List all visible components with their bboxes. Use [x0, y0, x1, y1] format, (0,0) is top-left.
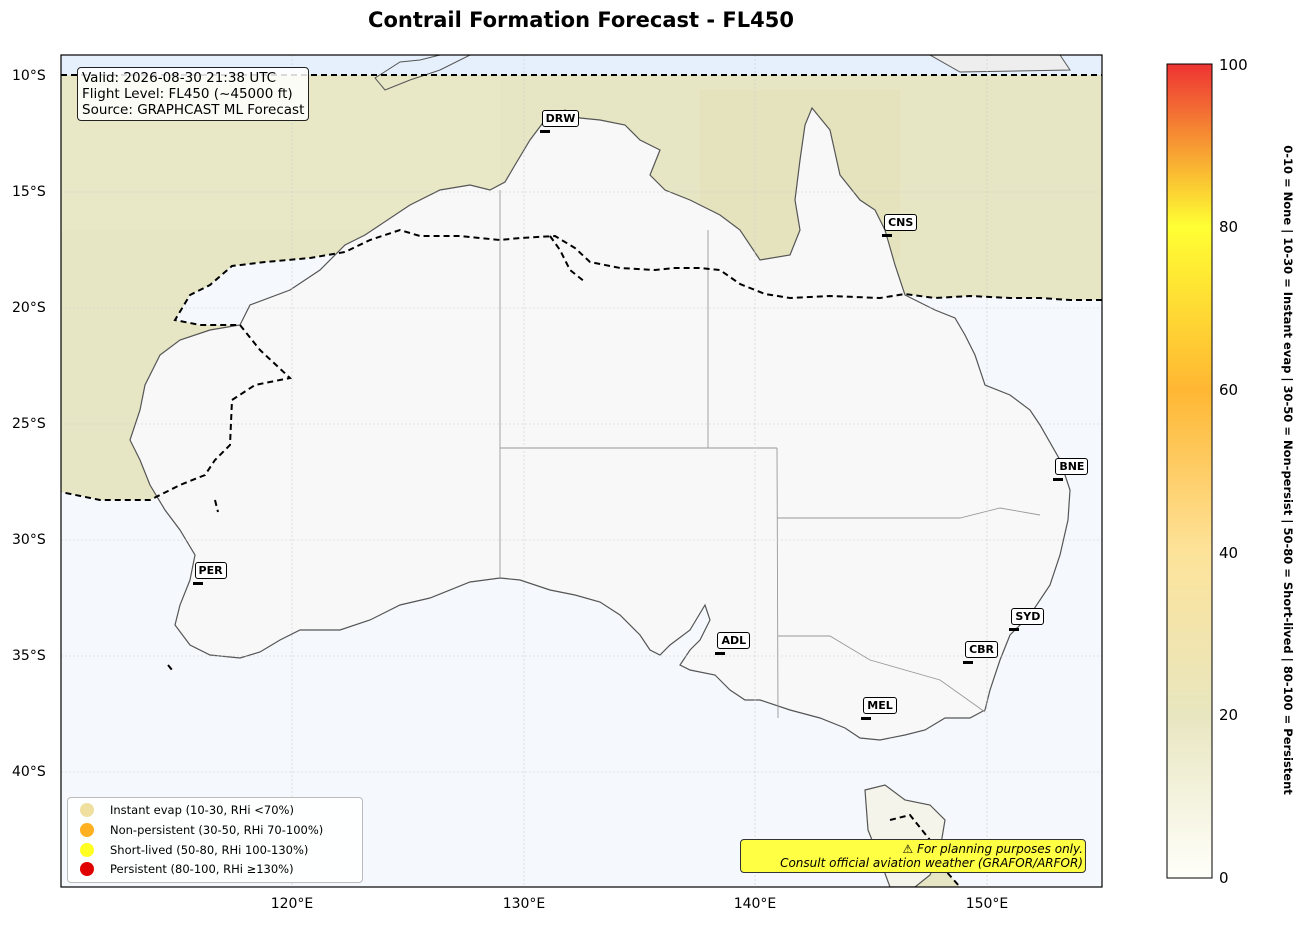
- station-marker: [539, 129, 550, 133]
- legend-label: Short-lived (50-80, RHi 100-130%): [110, 843, 309, 857]
- map-frame: [60, 54, 1103, 888]
- colorbar-tick: 20: [1219, 706, 1239, 724]
- timor-islands: [374, 55, 471, 91]
- legend-swatch: [80, 843, 94, 857]
- forecast-info-box: Valid: 2026-08-30 21:38 UTC Flight Level…: [77, 67, 310, 121]
- lat-tick: 35°S: [12, 648, 46, 664]
- legend-swatch: [80, 823, 94, 837]
- station-marker: [715, 651, 726, 655]
- state-borders: [499, 190, 1041, 719]
- flight-level: Flight Level: FL450 (~45000 ft): [82, 86, 293, 102]
- colorbar-tick: 80: [1219, 218, 1239, 236]
- station-label: BNE: [1055, 457, 1089, 475]
- lon-tick: 120°E: [270, 896, 314, 912]
- lon-tick: 150°E: [965, 896, 1009, 912]
- colorbar-tick: 60: [1219, 381, 1239, 399]
- gridlines: [61, 55, 1102, 887]
- colorbar-tick: 40: [1219, 544, 1239, 562]
- polar-strip: [61, 55, 1102, 75]
- lon-tick: 140°E: [733, 896, 777, 912]
- australia-mainland: [129, 106, 1071, 741]
- colorbar-tick: 0: [1219, 869, 1229, 887]
- lat-tick: 10°S: [12, 68, 46, 84]
- legend-label: Instant evap (10-30, RHi <70%): [110, 803, 294, 817]
- lat-tick: 30°S: [12, 532, 46, 548]
- legend-label: Persistent (80-100, RHi ≥130%): [110, 862, 294, 876]
- chart-title: Contrail Formation Forecast - FL450: [368, 8, 794, 32]
- station-marker: [861, 716, 872, 720]
- station-label: DRW: [541, 109, 580, 127]
- station-marker: [1053, 477, 1064, 481]
- lat-tick: 40°S: [12, 764, 46, 780]
- warning-line-2: Consult official aviation weather (GRAFO…: [780, 856, 1083, 870]
- legend-swatch: [80, 862, 94, 876]
- new-guinea: [928, 55, 1071, 73]
- legend-item: Short-lived (50-80, RHi 100-130%): [80, 841, 308, 859]
- valid-time: Valid: 2026-08-30 21:38 UTC: [82, 70, 277, 86]
- colorbar: [1166, 63, 1213, 879]
- station-label: SYD: [1011, 608, 1045, 626]
- warning-line-1: ⚠ For planning purposes only.: [902, 842, 1083, 856]
- lon-tick: 130°E: [502, 896, 546, 912]
- colorbar-caption: 0-10 = None | 10-30 = Instant evap | 30-…: [1281, 145, 1295, 795]
- legend-item: Instant evap (10-30, RHi <70%): [80, 801, 294, 819]
- station-marker: [192, 582, 203, 586]
- lat-tick: 25°S: [12, 416, 46, 432]
- station-label: PER: [194, 562, 227, 580]
- lat-tick: 20°S: [12, 300, 46, 316]
- legend-label: Non-persistent (30-50, RHi 70-100%): [110, 823, 324, 837]
- lat-tick: 15°S: [12, 184, 46, 200]
- station-label: CBR: [965, 640, 999, 658]
- legend-item: Persistent (80-100, RHi ≥130%): [80, 860, 294, 878]
- legend: Instant evap (10-30, RHi <70%) Non-persi…: [67, 797, 363, 883]
- forecast-source: Source: GRAPHCAST ML Forecast: [82, 102, 305, 118]
- legend-item: Non-persistent (30-50, RHi 70-100%): [80, 821, 323, 839]
- planning-warning: ⚠ For planning purposes only. Consult of…: [740, 839, 1086, 873]
- station-marker: [1009, 628, 1020, 632]
- legend-swatch: [80, 803, 94, 817]
- station-label: ADL: [717, 631, 751, 649]
- station-marker: [963, 660, 974, 664]
- station-marker: [882, 234, 893, 238]
- station-label: MEL: [863, 696, 897, 714]
- station-label: CNS: [884, 214, 918, 232]
- colorbar-tick: 100: [1219, 56, 1248, 74]
